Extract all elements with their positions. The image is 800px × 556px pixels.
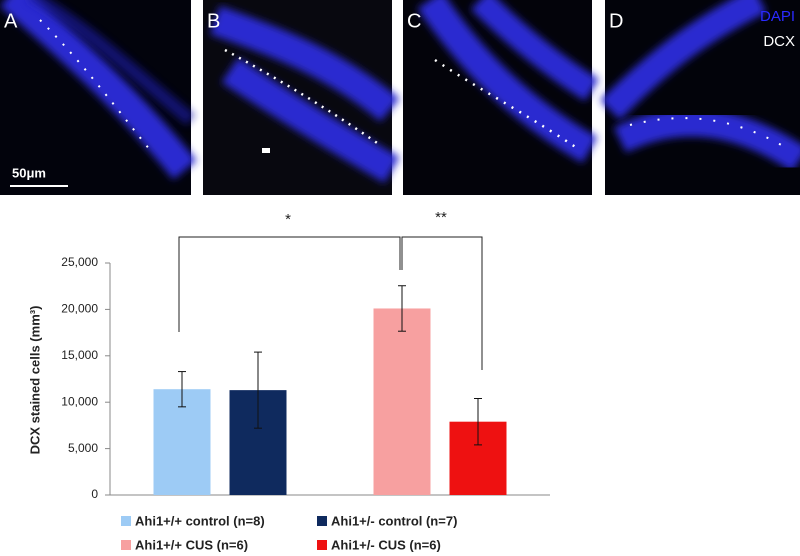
legend-label: Ahi1+/+ control (n=8) — [135, 513, 265, 528]
y-axis-title: DCX stained cells (mm³) — [27, 306, 42, 455]
bar — [373, 308, 431, 495]
panel-label: C — [407, 10, 421, 32]
stain-label: DCX — [763, 33, 795, 50]
y-tick-label: 15,000 — [61, 348, 98, 362]
legend-swatch — [317, 516, 327, 526]
panel-b: B — [203, 0, 400, 195]
legend-swatch — [317, 540, 327, 550]
panel-label: D — [609, 10, 623, 32]
legend-label: Ahi1+/+ CUS (n=6) — [135, 537, 248, 552]
legend-swatch — [121, 540, 131, 550]
legend-label: Ahi1+/- CUS (n=6) — [331, 537, 441, 552]
legend-label: Ahi1+/- control (n=7) — [331, 513, 457, 528]
y-tick-label: 10,000 — [61, 394, 98, 408]
panel-label: B — [207, 10, 220, 32]
panel-c: C — [403, 0, 599, 195]
stain-label: DAPI — [760, 8, 795, 25]
panel-d: D DAPI DCX — [600, 0, 800, 195]
significance-bracket — [178, 236, 401, 332]
significance-label: * — [285, 211, 291, 228]
panel-a: A 50μm — [0, 0, 197, 195]
legend-swatch — [121, 516, 131, 526]
scale-bar-label: 50μm — [12, 165, 46, 180]
y-tick-label: 20,000 — [61, 302, 98, 316]
y-tick-label: 25,000 — [61, 255, 98, 269]
y-tick-label: 0 — [91, 487, 98, 501]
significance-label: ** — [435, 209, 447, 226]
significance-bracket — [401, 236, 483, 370]
y-tick-label: 5,000 — [68, 441, 98, 455]
panel-label: A — [4, 10, 18, 32]
